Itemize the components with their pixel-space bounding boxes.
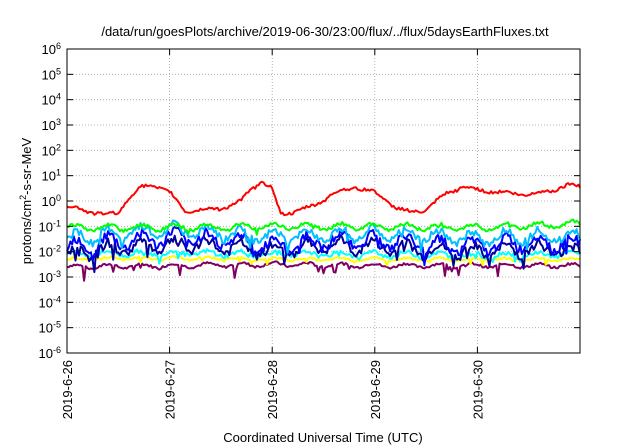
x-tick-label: 2019-6-27 [163,360,178,419]
y-axis-label-base: protons/cm [19,200,34,264]
y-tick-base: 10 [42,42,56,57]
y-tick-exp: -4 [53,294,61,304]
y-tick-exp: 4 [56,92,61,102]
y-tick-base: 10 [39,346,53,361]
y-axis-label-sup: 2 [18,195,28,200]
series-line [66,225,581,267]
x-tick-label: 2019-6-26 [60,360,75,419]
y-tick-exp: -5 [53,320,61,330]
y-tick-exp: -6 [53,345,61,355]
y-tick-exp: 1 [56,168,61,178]
y-tick-base: 10 [42,169,56,184]
y-tick-labels: 10610510410310210110010-110-210-310-410-… [39,41,61,361]
y-tick-label: 104 [42,92,61,108]
y-tick-base: 10 [42,67,56,82]
x-tick-labels: 2019-6-26 2019-6-27 2019-6-28 2019-6-29 2019… [60,360,485,419]
x-tick-label: 2019-6-29 [368,360,383,419]
series-line [66,219,581,254]
y-tick-exp: 2 [56,142,61,152]
y-tick-base: 10 [39,321,53,336]
series-line [66,234,581,274]
y-tick-base: 10 [39,245,53,260]
series-line [66,248,581,265]
y-tick-base: 10 [42,194,56,209]
y-axis-label-rest: -s-sr-MeV [19,137,34,194]
y-tick-exp: 0 [56,193,61,203]
y-tick-exp: 5 [56,66,61,76]
y-tick-label: 102 [42,142,61,158]
y-tick-label: 105 [42,66,61,82]
axis-ticks [66,48,580,354]
series-group [66,180,581,282]
y-tick-label: 10-2 [39,244,61,260]
y-tick-label: 103 [42,117,61,133]
x-tick-label: 2019-6-30 [470,360,485,419]
y-tick-base: 10 [39,270,53,285]
y-tick-label: 10-6 [39,345,61,361]
y-tick-exp: -3 [53,269,61,279]
y-tick-base: 10 [42,118,56,133]
x-axis-label: Coordinated Universal Time (UTC) [223,430,422,445]
y-tick-base: 10 [42,143,56,158]
series-line [66,260,581,282]
series-line [66,218,581,236]
y-tick-exp: -1 [53,218,61,228]
y-tick-exp: 3 [56,117,61,127]
y-tick-label: 10-1 [39,218,61,234]
y-tick-label: 106 [42,41,61,57]
series-line [66,180,581,217]
y-tick-base: 10 [39,219,53,234]
y-tick-label: 10-5 [39,320,61,336]
chart-title: /data/run/goesPlots/archive/2019-06-30/2… [101,24,549,39]
y-tick-base: 10 [42,93,56,108]
y-tick-label: 10-3 [39,269,61,285]
y-tick-exp: 6 [56,41,61,51]
y-tick-base: 10 [39,295,53,310]
y-tick-label: 100 [42,193,61,209]
y-tick-label: 101 [42,168,61,184]
y-tick-label: 10-4 [39,294,61,310]
y-tick-exp: -2 [53,244,61,254]
y-axis-label: protons/cm2-s-sr-MeV [18,137,34,264]
x-tick-label: 2019-6-28 [265,360,280,419]
